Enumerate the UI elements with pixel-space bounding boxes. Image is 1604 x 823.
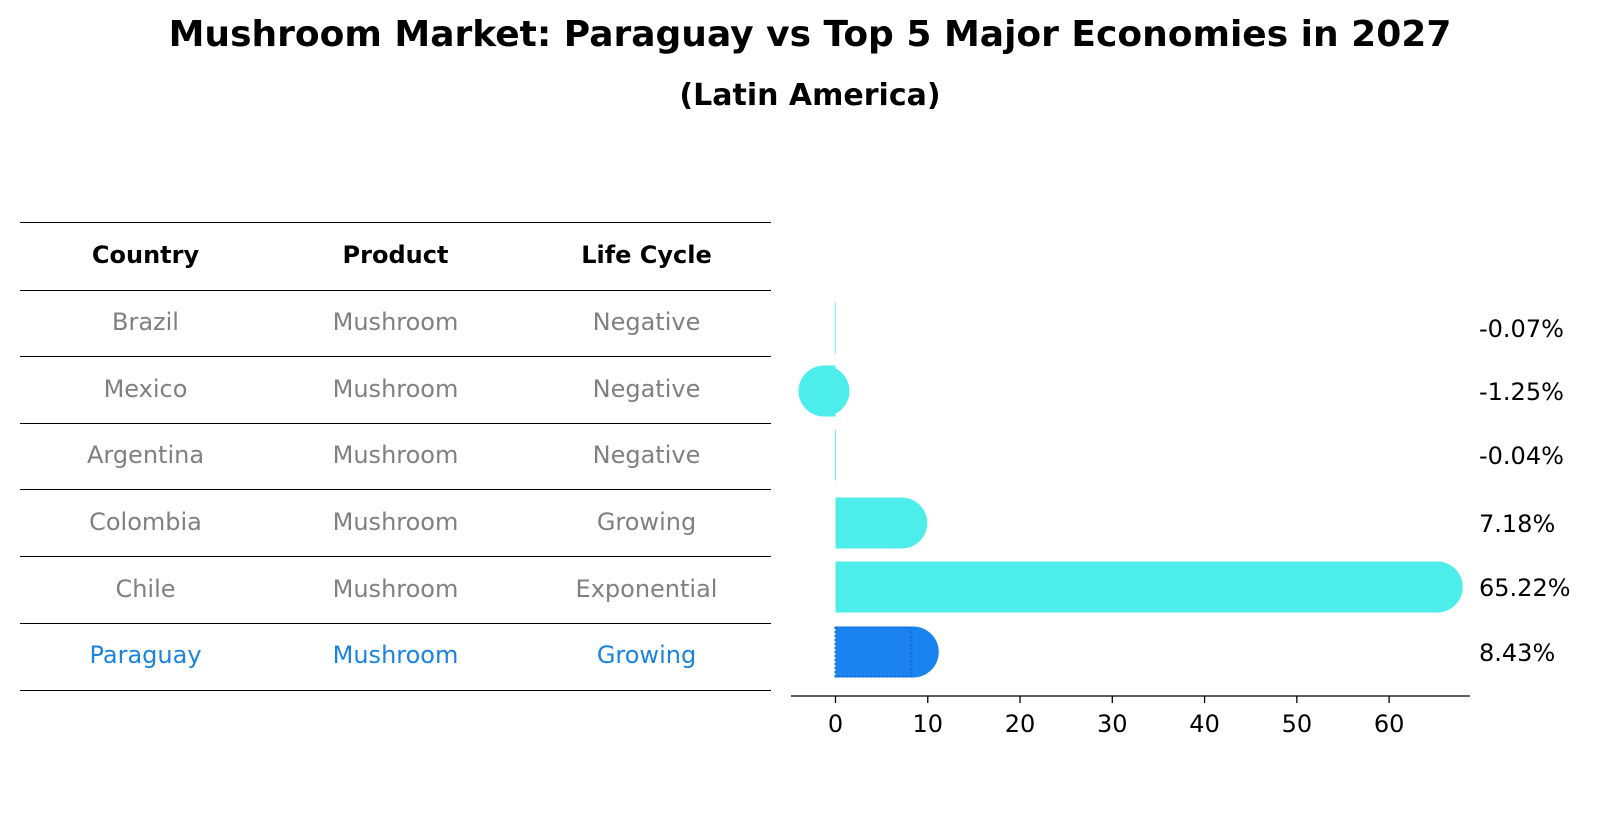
bar-cap [887, 626, 939, 678]
value-label: 65.22% [1479, 574, 1571, 602]
x-tick-label: 50 [1282, 710, 1313, 738]
value-label: -1.25% [1479, 378, 1564, 406]
cell-product: Mushroom [332, 308, 459, 336]
cell-product: Mushroom [332, 575, 459, 603]
table-row-divider [20, 556, 771, 557]
chart-title: Mushroom Market: Paraguay vs Top 5 Major… [168, 14, 1452, 55]
bar-cap [798, 365, 850, 417]
cell-life-cycle: Growing [596, 508, 697, 536]
cell-product: Mushroom [332, 441, 459, 469]
cell-life-cycle: Negative [592, 375, 701, 403]
header-product: Product [342, 241, 449, 269]
header-life-cycle: Life Cycle [581, 241, 712, 269]
cell-life-cycle: Growing [596, 641, 697, 669]
x-tick-label: 60 [1374, 710, 1405, 738]
cell-country: Chile [115, 575, 176, 603]
table-top-rule [20, 222, 771, 223]
value-label: 7.18% [1479, 510, 1555, 538]
bar-highlight-outline [834, 626, 913, 678]
value-label: 8.43% [1479, 639, 1555, 667]
cell-life-cycle: Negative [592, 441, 701, 469]
chart-subtitle: (Latin America) [679, 78, 941, 113]
cell-life-cycle: Exponential [575, 575, 718, 603]
cell-country: Brazil [112, 308, 179, 336]
table-row-divider [20, 623, 771, 624]
cell-country: Argentina [86, 441, 205, 469]
value-label: -0.04% [1479, 442, 1564, 470]
table-row-divider [20, 489, 771, 490]
x-tick-label: 0 [828, 710, 843, 738]
table-header-rule [20, 290, 771, 291]
header-country: Country [91, 241, 200, 269]
cell-product: Mushroom [332, 641, 459, 669]
bar-cap [876, 497, 928, 549]
x-tick-label: 10 [912, 710, 943, 738]
cell-country: Paraguay [89, 641, 202, 669]
cell-life-cycle: Negative [592, 308, 701, 336]
cell-country: Mexico [103, 375, 188, 403]
table-bottom-rule [20, 690, 771, 691]
x-tick-label: 40 [1189, 710, 1220, 738]
x-tick-label: 20 [1005, 710, 1036, 738]
x-tick-label: 30 [1097, 710, 1128, 738]
table-row-divider [20, 356, 771, 357]
bar [834, 302, 836, 354]
bar [835, 561, 1438, 613]
bar [835, 429, 836, 481]
cell-country: Colombia [89, 508, 202, 536]
value-label: -0.07% [1479, 315, 1564, 343]
cell-product: Mushroom [332, 508, 459, 536]
table-row-divider [20, 423, 771, 424]
cell-product: Mushroom [332, 375, 459, 403]
bar-cap [1411, 561, 1463, 613]
